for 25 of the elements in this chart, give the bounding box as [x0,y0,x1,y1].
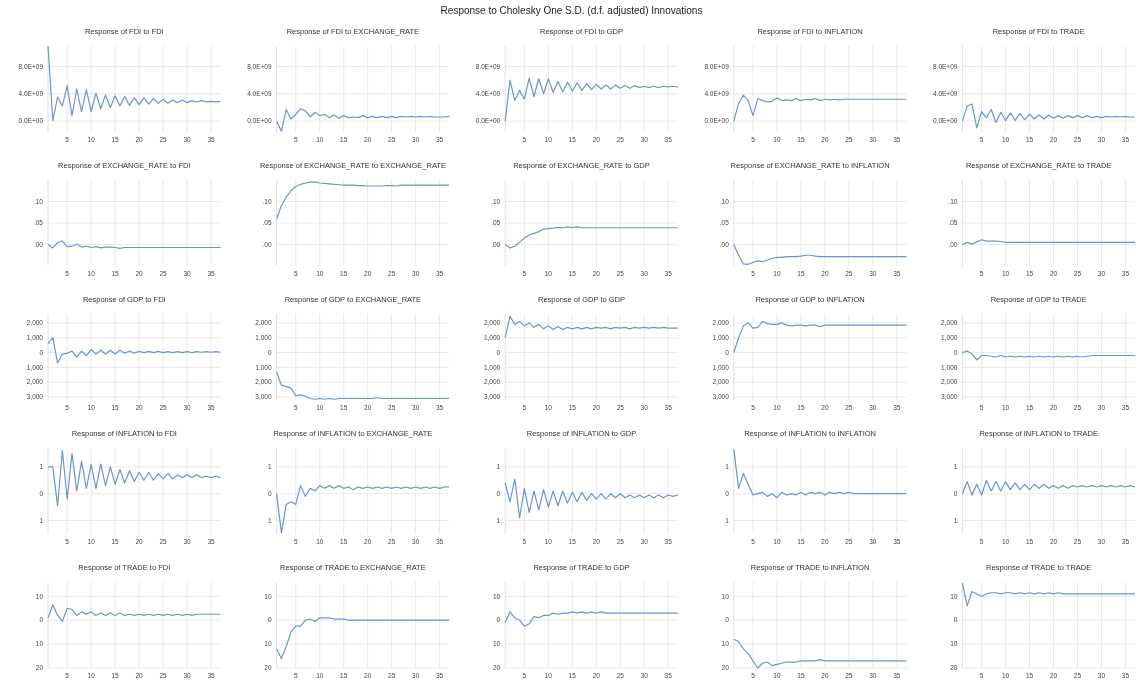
line-series [504,226,679,249]
line-series [276,108,450,132]
line-series [276,371,450,400]
line-series [47,337,222,364]
line-series [47,45,222,121]
line-series [961,103,1136,129]
line-series [961,582,1136,607]
line-series [276,617,450,660]
line-series [504,77,679,122]
line-series [504,315,679,339]
line-series [733,320,907,354]
line-series [47,604,222,623]
line-series [47,240,222,249]
line-series [733,243,907,265]
line-series [504,478,679,519]
line-series [47,450,222,507]
line-series [733,638,907,669]
line-series [733,94,907,122]
line-series [504,611,679,627]
line-series [733,448,907,499]
line-series [276,485,450,534]
text: Response to Cholesky One S.D. (d.f. adjusted) Innovations [440,5,703,16]
line-series [961,479,1136,496]
line-series [276,181,450,220]
line-series [961,350,1136,361]
